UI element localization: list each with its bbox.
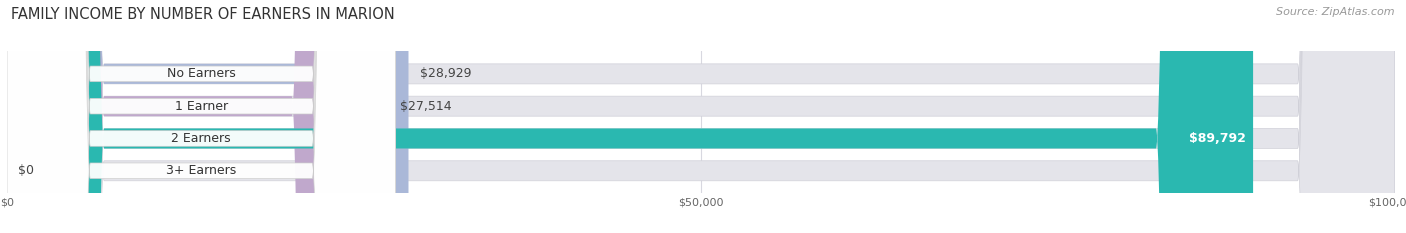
Text: 1 Earner: 1 Earner [174, 100, 228, 113]
Text: $89,792: $89,792 [1189, 132, 1246, 145]
Text: 2 Earners: 2 Earners [172, 132, 231, 145]
Text: $27,514: $27,514 [399, 100, 451, 113]
FancyBboxPatch shape [7, 0, 1395, 233]
FancyBboxPatch shape [7, 0, 1395, 233]
Text: $28,929: $28,929 [419, 67, 471, 80]
FancyBboxPatch shape [7, 0, 1395, 233]
FancyBboxPatch shape [7, 0, 409, 233]
Text: 3+ Earners: 3+ Earners [166, 164, 236, 177]
FancyBboxPatch shape [7, 0, 395, 233]
FancyBboxPatch shape [7, 0, 395, 233]
Text: No Earners: No Earners [167, 67, 236, 80]
Text: FAMILY INCOME BY NUMBER OF EARNERS IN MARION: FAMILY INCOME BY NUMBER OF EARNERS IN MA… [11, 7, 395, 22]
FancyBboxPatch shape [7, 0, 1395, 233]
FancyBboxPatch shape [7, 0, 389, 233]
FancyBboxPatch shape [7, 0, 395, 233]
Text: Source: ZipAtlas.com: Source: ZipAtlas.com [1277, 7, 1395, 17]
Text: $0: $0 [18, 164, 34, 177]
FancyBboxPatch shape [7, 0, 1253, 233]
FancyBboxPatch shape [7, 0, 395, 233]
